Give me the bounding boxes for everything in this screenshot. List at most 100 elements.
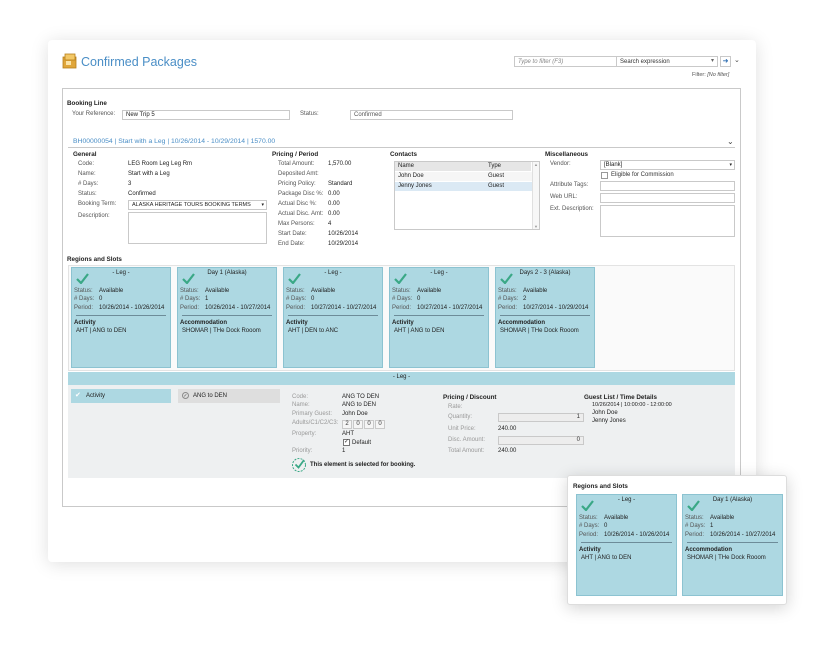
unit-price-value: 240.00: [498, 426, 517, 432]
contacts-heading: Contacts: [390, 151, 417, 158]
more-options-button[interactable]: ⌄: [734, 56, 740, 64]
arrow-right-icon: ➜: [722, 58, 729, 65]
general-status-label: Status:: [78, 191, 97, 197]
general-code-value: LEG Room Leg Leg Rm: [128, 161, 193, 167]
ext-description-label: Ext. Description:: [550, 206, 594, 212]
table-row[interactable]: [395, 182, 533, 191]
booking-term-select[interactable]: ALASKA HERITAGE TOURS BOOKING TERMS ▾: [128, 200, 267, 210]
packages-icon: [62, 53, 77, 69]
actual-disc-label: Actual Disc %:: [278, 201, 317, 207]
slot-section: Activity: [392, 320, 414, 326]
contact-name: John Doe: [398, 173, 424, 179]
detail-bar[interactable]: - Leg -: [68, 372, 735, 385]
max-persons-value: 4: [328, 221, 332, 227]
booking-link[interactable]: BH00000054 | Start with a Leg | 10/26/20…: [73, 138, 276, 145]
slot-card[interactable]: Days 2 - 3 (Alaska) Status: Available # …: [495, 267, 595, 368]
adults-field[interactable]: 2: [342, 420, 352, 429]
slot-days-value: 0: [99, 296, 103, 302]
filter-value: [No filter]: [707, 72, 730, 78]
primary-guest-label: Primary Guest:: [292, 411, 333, 417]
slot-detail: SHOMAR | THe Dock Rooom: [500, 328, 579, 334]
priority-label: Priority:: [292, 448, 313, 454]
ext-description-textarea[interactable]: [600, 205, 735, 237]
contacts-scrollbar[interactable]: ▲ ▼: [532, 162, 539, 229]
filter-input[interactable]: Type to filter (F3): [514, 56, 618, 67]
package-disc-value: 0.00: [328, 191, 340, 197]
general-code-label: Code:: [78, 161, 95, 167]
slot-card[interactable]: - Leg - Status: Available # Days: 0 Peri…: [283, 267, 383, 368]
table-row[interactable]: [395, 172, 533, 181]
slot-status-value: Available: [523, 288, 548, 294]
check-icon: [394, 273, 407, 284]
child2-field[interactable]: 0: [364, 420, 374, 429]
chevron-down-icon: ▾: [729, 162, 732, 168]
slot-section: Accommodation: [498, 320, 546, 326]
slot-days-label: # Days:: [286, 296, 307, 302]
detail-code-label: Code:: [292, 394, 309, 400]
slot-status-value: Available: [417, 288, 442, 294]
route-chip-label: ANG to DEN: [193, 393, 228, 399]
disc-amount-label: Disc. Amount:: [448, 437, 486, 443]
contacts-col-type[interactable]: Type: [488, 163, 502, 169]
slot-section: Accommodation: [180, 320, 228, 326]
commission-checkbox[interactable]: [601, 172, 608, 179]
pricing-period-heading: Pricing / Period: [272, 151, 319, 158]
slot-title: - Leg -: [112, 270, 130, 276]
slot-divider: [581, 542, 672, 543]
child1-field[interactable]: 0: [353, 420, 363, 429]
slot-status-value: Available: [99, 288, 124, 294]
slot-title: - Leg -: [430, 270, 448, 276]
slot-card[interactable]: - Leg - Status: Available # Days: 0 Peri…: [389, 267, 489, 368]
chevron-down-icon: ▾: [710, 58, 714, 64]
slot-status-label: Status:: [685, 515, 704, 521]
vendor-select[interactable]: [Blank] ▾: [600, 160, 735, 170]
popup-heading: Regions and Slots: [573, 483, 628, 490]
slot-status-value: Available: [311, 288, 336, 294]
priority-value: 1: [342, 448, 346, 454]
slot-period-value: 10/26/2014 - 10/26/2014: [99, 305, 165, 311]
search-go-button[interactable]: ➜: [720, 56, 731, 67]
contact-type: Guest: [488, 183, 505, 189]
general-days-value: 3: [128, 181, 132, 187]
scroll-up-icon: ▲: [534, 162, 538, 167]
activity-chip[interactable]: ✔ Activity: [71, 389, 171, 403]
slot-days-value: 1: [710, 523, 714, 529]
web-url-label: Web URL:: [550, 194, 578, 200]
slot-period-label: Period:: [685, 532, 705, 538]
regions-popup: Regions and Slots - Leg - Status: Availa…: [567, 475, 787, 605]
slot-card[interactable]: Day 1 (Alaska) Status: Available # Days:…: [682, 494, 783, 596]
slot-status-label: Status:: [180, 288, 199, 294]
default-checkbox[interactable]: ✓: [343, 439, 350, 446]
slot-card[interactable]: - Leg - Status: Available # Days: 0 Peri…: [576, 494, 677, 596]
disc-amount-field[interactable]: 0: [498, 436, 584, 445]
general-days-label: # Days:: [78, 181, 99, 187]
slot-card[interactable]: Day 1 (Alaska) Status: Available # Days:…: [177, 267, 277, 368]
pricing-policy-label: Pricing Policy:: [278, 181, 316, 187]
scroll-down-icon: ▼: [534, 224, 538, 229]
description-textarea[interactable]: [128, 212, 267, 244]
primary-guest-value: John Doe: [342, 411, 368, 417]
attribute-tags-input[interactable]: [600, 181, 735, 191]
search-expression-dropdown[interactable]: Search expression ▾: [616, 56, 718, 67]
slot-detail: AHT | ANG to DEN: [76, 328, 127, 334]
route-chip[interactable]: ✓ ANG to DEN: [178, 389, 280, 403]
slot-card[interactable]: - Leg - Status: Available # Days: 0 Peri…: [71, 267, 171, 368]
slot-days-label: # Days:: [498, 296, 519, 302]
web-url-input[interactable]: [600, 193, 735, 203]
collapse-chevron-icon[interactable]: ⌄: [727, 137, 734, 146]
slot-title: Days 2 - 3 (Alaska): [519, 270, 571, 276]
detail-bar-title: - Leg -: [392, 374, 411, 380]
slot-status-label: Status:: [579, 515, 598, 521]
end-date-value: 10/29/2014: [328, 241, 359, 247]
contacts-col-name[interactable]: Name: [398, 163, 415, 169]
actual-disc-amount-value: 0.00: [328, 211, 340, 217]
reference-input[interactable]: New Trip 5: [122, 110, 290, 120]
chevron-down-icon: ▾: [261, 202, 264, 208]
unit-price-label: Unit Price:: [448, 426, 476, 432]
filter-label: Filter:: [692, 72, 706, 78]
child3-field[interactable]: 0: [375, 420, 385, 429]
quantity-field[interactable]: 1: [498, 413, 584, 422]
slot-period-value: 10/27/2014 - 10/27/2014: [417, 305, 483, 311]
slot-divider: [500, 315, 590, 316]
slot-divider: [288, 315, 378, 316]
